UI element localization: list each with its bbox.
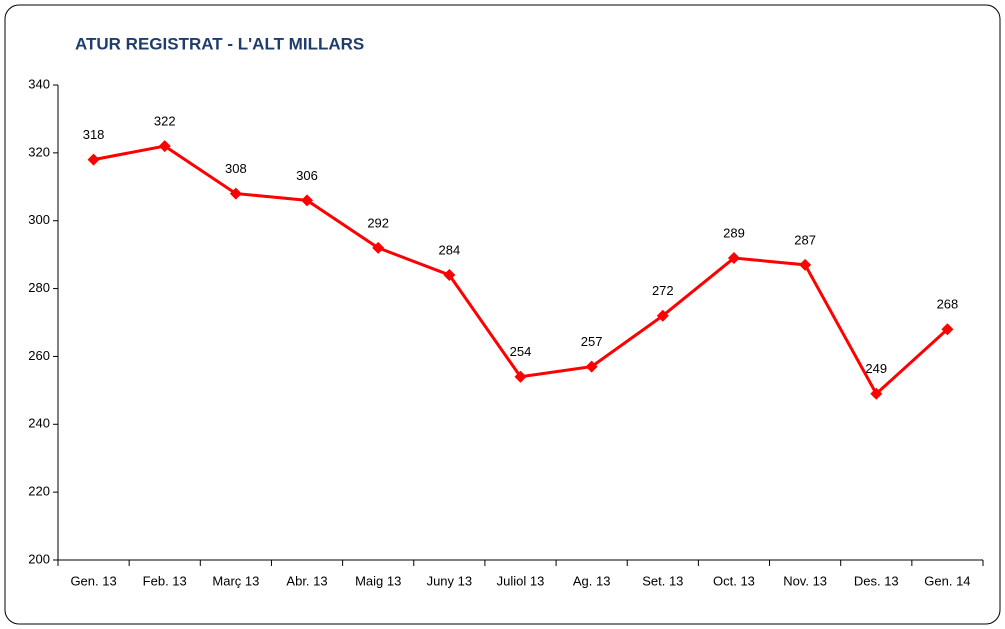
marker — [372, 241, 385, 254]
x-tick-label: Des. 13 — [854, 573, 899, 588]
y-tick-label: 240 — [28, 416, 50, 431]
x-tick-label: Set. 13 — [642, 573, 683, 588]
marker — [727, 252, 740, 265]
data-label: 322 — [154, 114, 176, 129]
marker — [158, 140, 171, 153]
y-tick-label: 220 — [28, 484, 50, 499]
data-label: 308 — [225, 161, 247, 176]
data-label: 292 — [367, 215, 389, 230]
marker — [514, 370, 527, 383]
x-tick-label: Nov. 13 — [783, 573, 827, 588]
data-label: 287 — [794, 232, 816, 247]
y-tick-label: 280 — [28, 280, 50, 295]
marker — [87, 153, 100, 166]
chart-frame — [4, 4, 1001, 625]
y-tick-label: 340 — [28, 76, 50, 91]
marker — [585, 360, 598, 373]
x-tick-label: Març 13 — [212, 573, 259, 588]
data-label: 289 — [723, 225, 745, 240]
data-label: 254 — [510, 344, 532, 359]
data-label: 284 — [438, 242, 460, 257]
y-tick-label: 260 — [28, 348, 50, 363]
data-label: 272 — [652, 283, 674, 298]
data-label: 249 — [865, 361, 887, 376]
marker — [870, 387, 883, 400]
y-tick-label: 300 — [28, 212, 50, 227]
marker — [301, 194, 314, 207]
marker — [799, 258, 812, 271]
marker — [656, 309, 669, 322]
marker — [229, 187, 242, 200]
data-label: 257 — [581, 334, 603, 349]
x-tick-label: Juny 13 — [427, 573, 473, 588]
data-label: 306 — [296, 168, 318, 183]
x-tick-label: Ag. 13 — [573, 573, 611, 588]
y-tick-label: 320 — [28, 144, 50, 159]
marker — [941, 323, 954, 336]
x-tick-label: Maig 13 — [355, 573, 401, 588]
data-label: 268 — [937, 297, 959, 312]
x-tick-label: Feb. 13 — [143, 573, 187, 588]
marker — [443, 269, 456, 281]
x-tick-label: Abr. 13 — [286, 573, 327, 588]
x-tick-label: Gen. 13 — [70, 573, 116, 588]
chart-title: ATUR REGISTRAT - L'ALT MILLARS — [75, 34, 364, 53]
x-tick-label: Oct. 13 — [713, 573, 755, 588]
x-tick-label: Juliol 13 — [497, 573, 545, 588]
data-label: 318 — [83, 127, 105, 142]
y-tick-label: 200 — [28, 551, 50, 566]
x-tick-label: Gen. 14 — [924, 573, 970, 588]
